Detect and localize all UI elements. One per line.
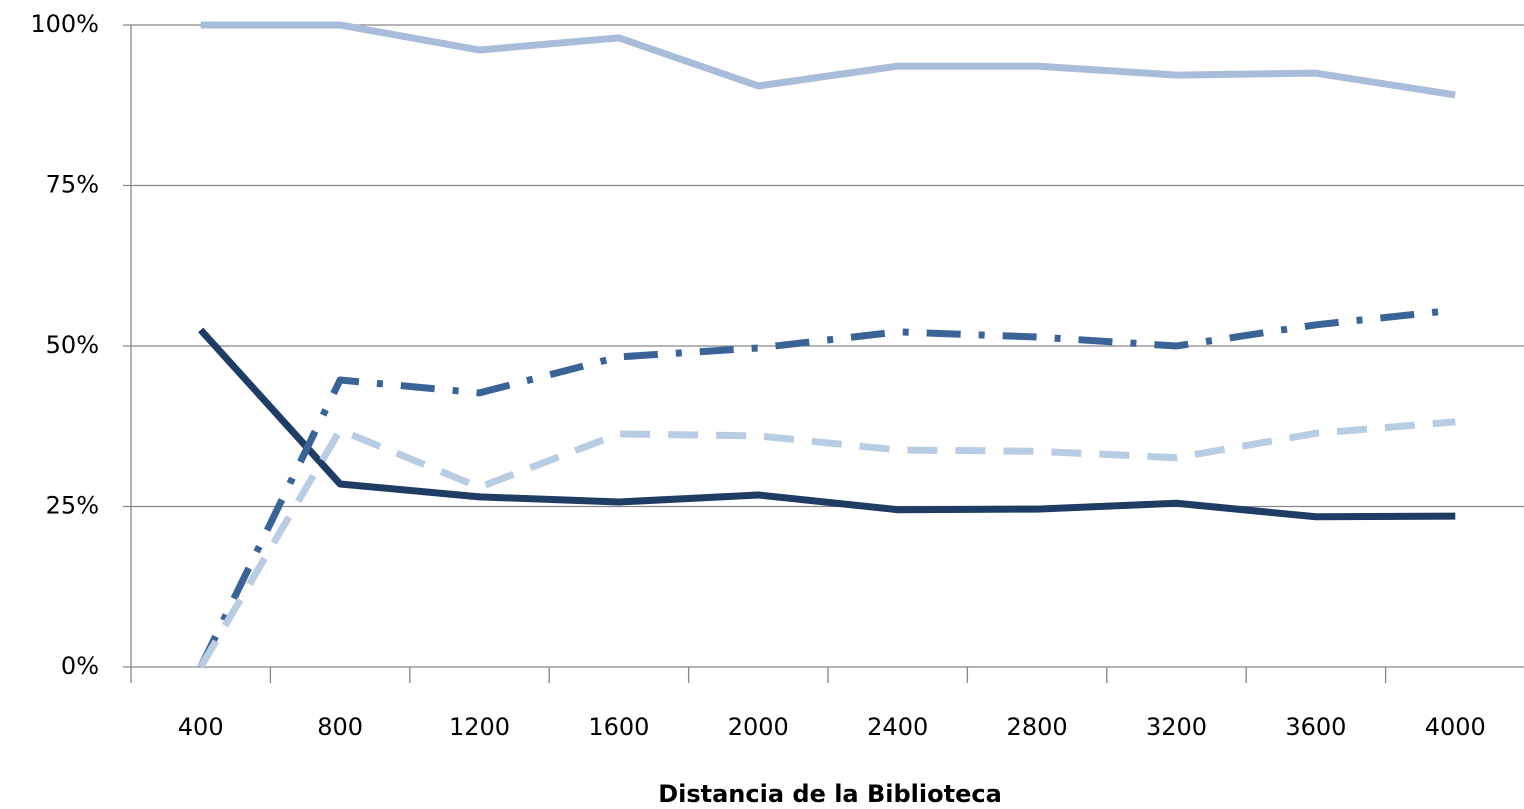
series-line [198, 327, 1456, 521]
y-tick-label: 100% [30, 10, 99, 38]
series-line [200, 21, 1456, 99]
x-tick-label: 1600 [588, 713, 649, 741]
x-tick-label: 3200 [1146, 713, 1207, 741]
y-tick-label: 0% [61, 652, 99, 680]
y-tick-label: 75% [46, 171, 99, 199]
x-tick-label: 4000 [1425, 713, 1486, 741]
x-tick-label: 800 [317, 713, 363, 741]
x-tick-label: 400 [178, 713, 224, 741]
series-line [197, 418, 1456, 669]
x-tick-label: 1200 [449, 713, 510, 741]
x-tick-label: 2800 [1007, 713, 1068, 741]
series-line [197, 306, 1456, 669]
y-tick-label: 25% [46, 492, 99, 520]
x-tick-label: 3600 [1285, 713, 1346, 741]
x-axis-title: Distancia de la Biblioteca [658, 780, 1002, 808]
x-tick-label: 2400 [867, 713, 928, 741]
y-tick-label: 50% [46, 331, 99, 359]
x-tick-label: 2000 [728, 713, 789, 741]
